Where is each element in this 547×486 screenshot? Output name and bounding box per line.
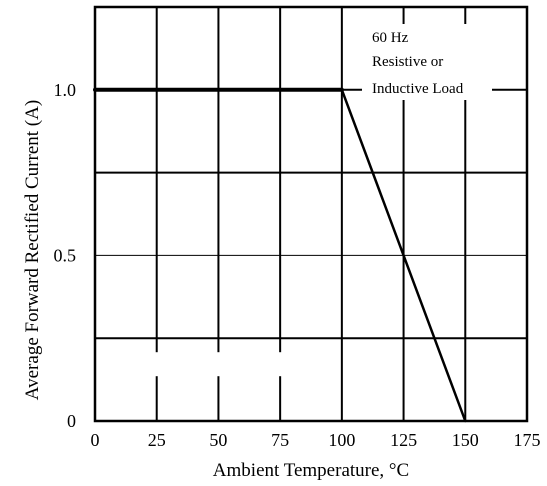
- y-tick-label-2: 1.0: [54, 80, 77, 100]
- plot-border: [93, 5, 529, 423]
- x-tick-label-6: 150: [452, 430, 479, 450]
- x-axis-ticks: 0 25 50 75 100 125 150 175: [91, 430, 541, 450]
- x-tick-label-1: 25: [148, 430, 166, 450]
- x-tick-label-2: 50: [209, 430, 227, 450]
- annotation-box-mask: [362, 24, 492, 100]
- y-axis-label: Average Forward Rectified Current (A): [22, 100, 43, 400]
- grid-gap-2: [277, 352, 284, 377]
- y-tick-label-0: 0: [67, 411, 76, 431]
- annotation-line-1: 60 Hz: [372, 30, 409, 46]
- annotation-line-3: Inductive Load: [372, 81, 464, 97]
- grid-gap-0: [153, 352, 160, 377]
- x-axis-label: Ambient Temperature, °C: [213, 460, 409, 481]
- series-layer: [93, 87, 467, 423]
- y-tick-label-1: 0.5: [54, 245, 77, 265]
- plot-frame: [93, 5, 529, 423]
- grid-gap-1: [215, 352, 222, 377]
- x-tick-label-4: 100: [328, 430, 355, 450]
- x-tick-label-5: 125: [390, 430, 417, 450]
- x-tick-label-0: 0: [91, 430, 100, 450]
- x-tick-label-7: 175: [514, 430, 541, 450]
- series-0-segment-1: [340, 88, 467, 423]
- x-tick-label-3: 75: [271, 430, 289, 450]
- y-axis-ticks: 0 0.5 1.0: [54, 80, 77, 431]
- annotation-line-2: Resistive or: [372, 54, 443, 70]
